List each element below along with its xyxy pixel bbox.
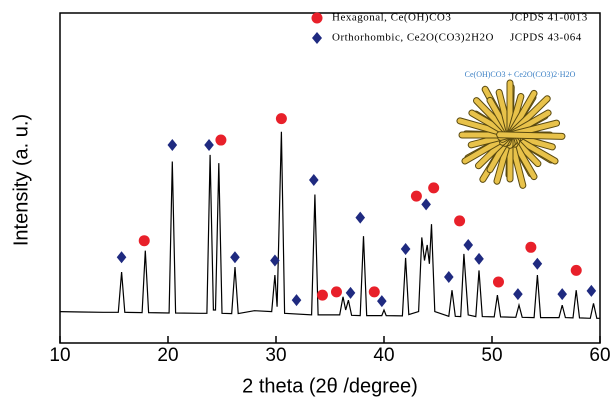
peak-marker (270, 254, 280, 267)
peak-marker (444, 271, 454, 283)
peak-marker (454, 215, 466, 227)
peak-marker (492, 276, 504, 288)
legend-marker (312, 32, 322, 44)
peak-marker (474, 252, 484, 265)
x-tick-label: 20 (157, 345, 178, 366)
peak-marker (410, 190, 422, 202)
legend-reference: JCPDS 41-0013 (510, 12, 588, 24)
peak-marker (570, 264, 582, 276)
inset-label: Ce(OH)CO3 + Ce2O(CO3)2·H2O (465, 70, 576, 79)
peak-marker (428, 182, 440, 194)
peak-marker (400, 242, 411, 255)
peak-marker (513, 288, 523, 301)
peak-marker (345, 286, 356, 299)
x-tick-label: 50 (481, 345, 502, 366)
peak-marker (330, 286, 342, 298)
peak-marker (309, 173, 319, 186)
peak-marker (116, 251, 127, 264)
x-tick-label: 10 (49, 345, 70, 366)
peak-marker (215, 134, 227, 146)
peak-marker (291, 294, 302, 307)
y-axis-label: Intensity (a. u.) (10, 114, 32, 246)
inset-image (456, 79, 566, 189)
peak-marker (368, 286, 380, 298)
x-tick-label: 40 (373, 345, 394, 366)
peak-marker (355, 211, 366, 224)
legend-label: Orthorhombic, Ce2O(CO3)2H2O (332, 32, 494, 44)
peak-marker (586, 284, 597, 297)
peak-marker (204, 139, 214, 151)
peak-marker (275, 113, 287, 125)
legend-marker (311, 12, 323, 24)
peak-marker (138, 235, 150, 247)
peak-marker (230, 251, 240, 264)
peak-marker (532, 257, 543, 270)
peak-marker (557, 288, 567, 301)
xrd-pattern (59, 131, 600, 319)
x-tick-label: 30 (265, 345, 286, 366)
legend-reference: JCPDS 43-064 (510, 32, 582, 44)
peak-marker (525, 241, 537, 253)
peak-marker (377, 295, 387, 308)
peak-marker (167, 139, 178, 151)
rod (497, 132, 565, 139)
legend-label: Hexagonal, Ce(OH)CO3 (332, 12, 451, 24)
peak-marker (316, 289, 328, 301)
peak-marker (463, 238, 474, 251)
x-axis-label: 2 theta (2θ /degree) (242, 375, 418, 397)
peak-marker (421, 198, 431, 211)
plot-frame (59, 12, 601, 344)
x-tick-label: 60 (589, 345, 610, 366)
